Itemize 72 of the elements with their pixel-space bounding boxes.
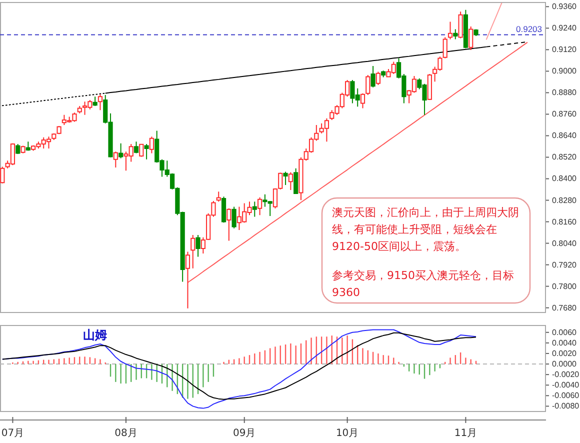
- y-tick-label: 0.8640: [552, 131, 578, 140]
- candlestick: [139, 143, 144, 158]
- y-tick-label: 0.9120: [552, 45, 578, 54]
- candlestick: [288, 172, 293, 191]
- y-tick-label: 0.9000: [552, 66, 578, 76]
- annotation: 山姆: [83, 328, 107, 342]
- candlestick: [370, 65, 376, 88]
- x-tick-label: 07月: [1, 428, 24, 439]
- candlestick: [144, 143, 149, 160]
- candlestick: [360, 92, 366, 109]
- y-tick-label: 0.7920: [552, 260, 578, 270]
- candlestick: [92, 96, 98, 106]
- candlestick: [118, 142, 124, 159]
- candlestick: [442, 36, 448, 59]
- candlestick: [26, 141, 30, 152]
- candlestick: [16, 143, 20, 155]
- annotation: 参考交易，9150买入澳元轻仓，目标9360: [332, 269, 514, 299]
- y-tick-label: 0.7800: [552, 282, 578, 291]
- ref-line-label: 0.9203: [516, 24, 542, 34]
- candlestick: [468, 26, 474, 51]
- x-tick-label: 08月: [114, 428, 138, 439]
- y-tick-label: 0.0040: [552, 338, 578, 348]
- candlestick: [149, 136, 154, 154]
- candlestick: [463, 9, 468, 49]
- candlestick: [77, 105, 82, 114]
- candlestick: [98, 94, 103, 111]
- candlestick: [221, 196, 226, 224]
- candlestick: [190, 234, 196, 269]
- candlestick: [427, 74, 432, 101]
- candlestick: [232, 206, 236, 229]
- candlestick: [134, 141, 139, 154]
- x-tick-label: 09月: [232, 428, 256, 439]
- candlestick: [376, 71, 380, 86]
- candlestick: [294, 168, 298, 194]
- candlestick: [20, 145, 26, 154]
- y-tick-label: 0.8160: [552, 217, 578, 226]
- candlestick: [216, 191, 221, 202]
- y-tick-label: 0.8400: [552, 174, 578, 184]
- candlestick: [474, 28, 478, 37]
- x-tick-label: 10月: [336, 428, 359, 439]
- candlestick: [226, 208, 232, 242]
- candlestick: [366, 74, 370, 96]
- candlestick: [196, 234, 200, 258]
- y-tick-label: 0.0000: [552, 360, 578, 369]
- candlestick: [448, 21, 453, 40]
- x-tick-label: 11月: [454, 428, 478, 439]
- candlestick: [458, 11, 463, 39]
- candlestick: [381, 70, 386, 78]
- y-tick-label: 0.8880: [552, 88, 578, 98]
- y-tick-label: -0.0060: [552, 391, 580, 400]
- candlestick: [453, 28, 458, 40]
- candlestick: [185, 251, 190, 309]
- candlestick: [0, 166, 5, 184]
- y-tick-label: 0.9240: [552, 24, 578, 33]
- y-tick-label: 0.9360: [552, 2, 578, 12]
- y-tick-label: -0.0080: [552, 402, 580, 411]
- y-tick-label: 0.8760: [552, 110, 578, 119]
- candlestick: [252, 201, 257, 218]
- y-tick-label: 0.8520: [552, 152, 578, 162]
- annotation: 澳元天图，汇价向上，由于上周四大阴线，有可能使上升受阻，短线会在9120-50区间以上，震荡。: [332, 206, 519, 253]
- y-tick-label: -0.0020: [552, 370, 580, 380]
- candlestick: [257, 196, 262, 216]
- y-tick-label: 0.0060: [552, 328, 578, 337]
- y-tick-label: 0.0020: [552, 348, 578, 358]
- candlestick: [283, 171, 288, 186]
- y-tick-label: -0.0040: [552, 380, 580, 390]
- y-tick-label: 0.7680: [552, 303, 578, 312]
- line-series: [187, 42, 528, 284]
- candlestick: [113, 151, 118, 168]
- line-series: [486, 2, 502, 40]
- y-tick-label: 0.8040: [552, 238, 578, 248]
- y-tick-label: 0.8280: [552, 196, 578, 205]
